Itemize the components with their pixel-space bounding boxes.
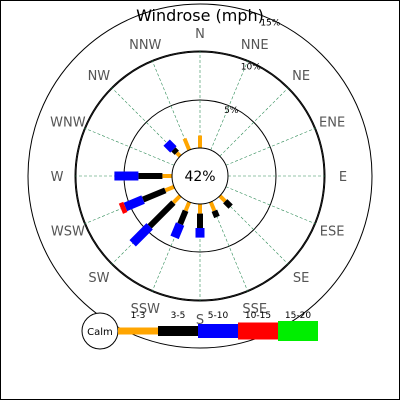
grid-spoke-nne — [210, 60, 249, 151]
direction-label-nnw: NNW — [129, 38, 161, 53]
legend-bar-2 — [158, 326, 198, 336]
direction-label-w: W — [51, 170, 64, 185]
calm-percentage: 42% — [184, 169, 215, 185]
grid-spoke-ese — [225, 186, 316, 225]
bar-ssw-bin-2 — [177, 209, 189, 226]
direction-label-ne: NE — [292, 69, 310, 84]
bar-sse-bin-1 — [208, 201, 217, 212]
bar-wsw-bin-1 — [164, 184, 175, 193]
bar-ssw-bin-1 — [183, 201, 192, 212]
bar-se-bin-1 — [218, 194, 227, 203]
legend-label-2: 3-5 — [171, 311, 186, 321]
legend-bar-1 — [118, 327, 158, 335]
legend-bar-3 — [198, 324, 238, 338]
bar-wsw-bin-4 — [118, 201, 128, 214]
direction-label-ese: ESE — [320, 225, 345, 240]
radial-label-10: 10% — [241, 62, 261, 72]
bar-sw-bin-3 — [129, 223, 153, 247]
direction-label-sw: SW — [88, 271, 109, 286]
direction-label-nne: NNE — [241, 38, 269, 53]
bar-n-bin-1 — [198, 135, 202, 148]
legend-bar-5 — [278, 321, 318, 341]
bar-s-bin-2 — [197, 213, 203, 228]
grid-spoke-ne — [219, 87, 289, 157]
grid-spoke-ene — [225, 127, 316, 166]
legend-label-1: 1-3 — [131, 311, 146, 321]
legend-label-5: 15-20 — [285, 311, 311, 321]
bar-nw-bin-3 — [163, 139, 177, 153]
direction-label-sse: SSE — [242, 302, 267, 317]
radial-scale-labels: 5% 10% 15% — [224, 19, 281, 117]
legend-calm-label: Calm — [87, 327, 113, 338]
grid-spoke-wnw — [84, 127, 175, 166]
bar-sw-bin-1 — [171, 194, 182, 205]
direction-label-wsw: WSW — [51, 225, 85, 240]
direction-label-s: S — [196, 313, 204, 328]
bar-sw-bin-2 — [147, 200, 176, 229]
bar-wsw-bin-3 — [123, 195, 145, 212]
bar-s-bin-1 — [198, 204, 202, 214]
direction-label-ssw: SSW — [131, 302, 161, 317]
bar-sse-bin-2 — [211, 209, 220, 219]
calm-circle — [171, 147, 229, 205]
bar-wsw-bin-2 — [141, 187, 167, 203]
radial-label-5: 5% — [224, 106, 239, 116]
bar-s-bin-3 — [195, 228, 205, 238]
bar-ssw-bin-3 — [170, 222, 185, 240]
legend-label-4: 10-15 — [245, 311, 271, 321]
grid-spoke-se — [219, 195, 289, 265]
windrose-bars — [114, 135, 233, 247]
direction-labels: N NNE NE ENE E ESE SE SSE S SSW SW WSW W WNW NW NNW — [50, 27, 347, 328]
grid-ring-3 — [27, 3, 373, 349]
chart-title: Windrose (mph) — [136, 6, 264, 25]
radial-label-15: 15% — [260, 19, 280, 29]
legend-bar-4 — [238, 322, 278, 340]
bar-nw-bin-2 — [171, 147, 179, 155]
bar-se-bin-2 — [223, 199, 233, 209]
direction-label-ene: ENE — [319, 115, 345, 130]
direction-label-e: E — [339, 170, 347, 185]
bar-w-bin-1 — [162, 174, 172, 178]
direction-label-se: SE — [293, 271, 309, 286]
direction-label-nw: NW — [88, 69, 111, 84]
legend-label-3: 5-10 — [208, 311, 229, 321]
grid-spoke-nnw — [151, 60, 190, 151]
chart-legend: Calm 1-3 3-5 5-10 10-15 15-20 — [81, 311, 318, 350]
direction-label-n: N — [195, 27, 205, 42]
direction-label-wnw: WNW — [50, 115, 86, 130]
bar-w-bin-2 — [138, 173, 163, 179]
bar-w-bin-3 — [114, 171, 139, 181]
bar-nnw-bin-1 — [182, 137, 192, 151]
